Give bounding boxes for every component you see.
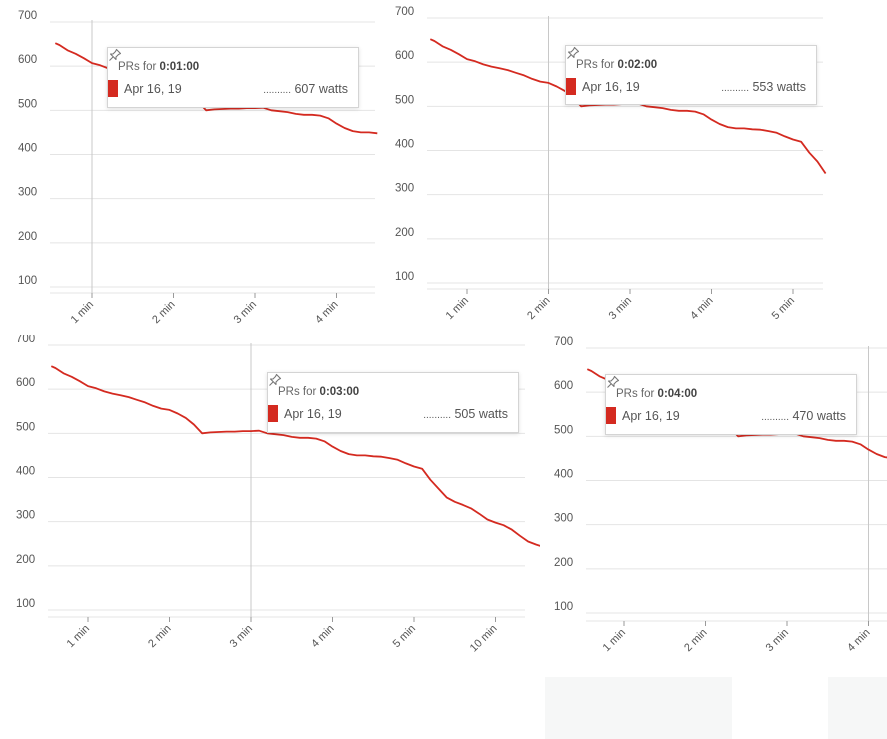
tooltip-watts: 470 watts (792, 409, 846, 423)
tooltip-duration: 0:03:00 (319, 386, 360, 398)
y-tick-label: 400 (554, 469, 573, 481)
y-tick-label: 500 (18, 98, 37, 110)
chart-svg: 700 600 500 400 300 200 100 1 min 2 min 3 min 4 mi… (16, 335, 540, 655)
tooltip-header: PRs for 0:02:00 (576, 59, 657, 71)
series-swatch (566, 78, 576, 95)
chart-panel-4min[interactable]: 700 600 500 400 300 200 100 1 min 2 min 3 min 4 mi… (540, 335, 887, 665)
y-tick-label: 100 (395, 271, 414, 283)
y-tick-label: 200 (16, 554, 35, 566)
tooltip-prefix: PRs for (118, 61, 157, 73)
tooltip-date: Apr 16, 19 (284, 407, 342, 421)
x-tick-label: 4 min (688, 295, 716, 323)
y-tick-label: 100 (554, 601, 573, 613)
y-tick-label: 200 (554, 557, 573, 569)
y-tick-label: 500 (554, 424, 573, 436)
tooltip-watts: 607 watts (294, 82, 348, 96)
y-tick-label: 400 (18, 143, 37, 155)
tooltip-leader-dots: .......... (721, 83, 749, 94)
tooltip-header: PRs for 0:03:00 (278, 386, 359, 398)
tooltip: PRs for 0:02:00 Apr 16, 19 .......... 55… (565, 45, 817, 105)
x-tick-label: 3 min (228, 623, 256, 651)
y-tick-label: 300 (16, 510, 35, 522)
y-tick-label: 700 (16, 335, 35, 345)
x-tick-label: 2 min (150, 299, 178, 327)
chart-svg: 700 600 500 400 300 200 100 1 min 2 min 3 min 4 mi… (554, 336, 887, 655)
y-tick-label: 400 (395, 139, 414, 151)
tooltip-duration: 0:04:00 (657, 388, 698, 400)
tooltip-watts: 553 watts (752, 80, 806, 94)
tooltip-leader-dots: .......... (761, 412, 789, 423)
x-tick-label: 4 min (845, 627, 873, 655)
tooltip-date: Apr 16, 19 (124, 82, 182, 96)
tooltip-value: .......... 553 watts (721, 80, 806, 94)
x-tick-label: 2 min (525, 295, 553, 323)
chart-svg: 700 600 500 400 300 200 100 1 min 2 min 3 min 4 mi… (18, 10, 378, 327)
y-tick-label: 300 (395, 183, 414, 195)
tooltip-prefix: PRs for (616, 388, 655, 400)
y-tick-label: 500 (16, 421, 35, 433)
x-tick-label: 3 min (764, 627, 792, 655)
tooltip: PRs for 0:01:00 Apr 16, 19 .......... 60… (107, 47, 359, 108)
tooltip-watts: 505 watts (454, 407, 508, 421)
y-tick-label: 100 (16, 598, 35, 610)
tooltip-date: Apr 16, 19 (622, 409, 680, 423)
x-tick-label: 1 min (601, 627, 629, 655)
background-block (828, 677, 887, 739)
y-tick-label: 300 (18, 187, 37, 199)
series-line (54, 42, 378, 135)
y-tick-label: 200 (18, 231, 37, 243)
y-tick-label: 700 (395, 6, 414, 18)
background-block (545, 677, 732, 739)
chart-panel-2min[interactable]: 700 600 500 400 300 200 100 1 min 2 min 3 min 4 mi… (380, 0, 887, 335)
tooltip-prefix: PRs for (576, 59, 615, 71)
y-tick-label: 600 (16, 377, 35, 389)
series-line (50, 365, 540, 547)
pin-icon[interactable] (566, 46, 580, 60)
x-tick-label: 1 min (65, 623, 93, 651)
x-tick-label: 2 min (146, 623, 174, 651)
tooltip-duration: 0:02:00 (617, 59, 658, 71)
pin-icon[interactable] (268, 373, 282, 387)
x-tick-label: 3 min (232, 299, 260, 327)
x-tick-label: 10 min (468, 623, 500, 655)
y-tick-label: 400 (16, 466, 35, 478)
tooltip: PRs for 0:03:00 Apr 16, 19 .......... 50… (267, 372, 519, 433)
tooltip-leader-dots: .......... (423, 410, 451, 421)
x-tick-label: 2 min (682, 627, 710, 655)
y-tick-label: 100 (18, 275, 37, 287)
y-tick-label: 600 (554, 380, 573, 392)
tooltip-leader-dots: .......... (263, 85, 291, 96)
pin-icon[interactable] (108, 48, 122, 62)
tooltip-value: .......... 470 watts (761, 409, 846, 423)
tooltip-prefix: PRs for (278, 386, 317, 398)
y-tick-label: 700 (18, 10, 37, 22)
series-swatch (108, 80, 118, 97)
x-tick-label: 5 min (391, 623, 419, 651)
tooltip-value: .......... 607 watts (263, 82, 348, 96)
chart-panel-3min[interactable]: 700 600 500 400 300 200 100 1 min 2 min 3 min 4 mi… (0, 335, 540, 665)
x-tick-label: 3 min (607, 295, 635, 323)
x-tick-label: 4 min (313, 299, 341, 327)
tooltip-duration: 0:01:00 (159, 61, 200, 73)
pin-icon[interactable] (606, 375, 620, 389)
tooltip-value: .......... 505 watts (423, 407, 508, 421)
x-tick-label: 1 min (69, 299, 97, 327)
y-tick-label: 300 (554, 513, 573, 525)
y-tick-label: 700 (554, 336, 573, 348)
x-tick-label: 1 min (444, 295, 472, 323)
y-tick-label: 600 (18, 54, 37, 66)
x-tick-label: 5 min (770, 295, 798, 323)
series-swatch (268, 405, 278, 422)
tooltip-header: PRs for 0:04:00 (616, 388, 697, 400)
tooltip-header: PRs for 0:01:00 (118, 61, 199, 73)
y-tick-label: 200 (395, 227, 414, 239)
y-tick-label: 600 (395, 50, 414, 62)
x-tick-label: 4 min (309, 623, 337, 651)
tooltip-date: Apr 16, 19 (582, 80, 640, 94)
tooltip: PRs for 0:04:00 Apr 16, 19 .......... 47… (605, 374, 857, 435)
chart-panel-1min[interactable]: 700 600 500 400 300 200 100 1 min 2 min 3 min 4 mi… (0, 0, 380, 335)
series-swatch (606, 407, 616, 424)
y-tick-label: 500 (395, 94, 414, 106)
